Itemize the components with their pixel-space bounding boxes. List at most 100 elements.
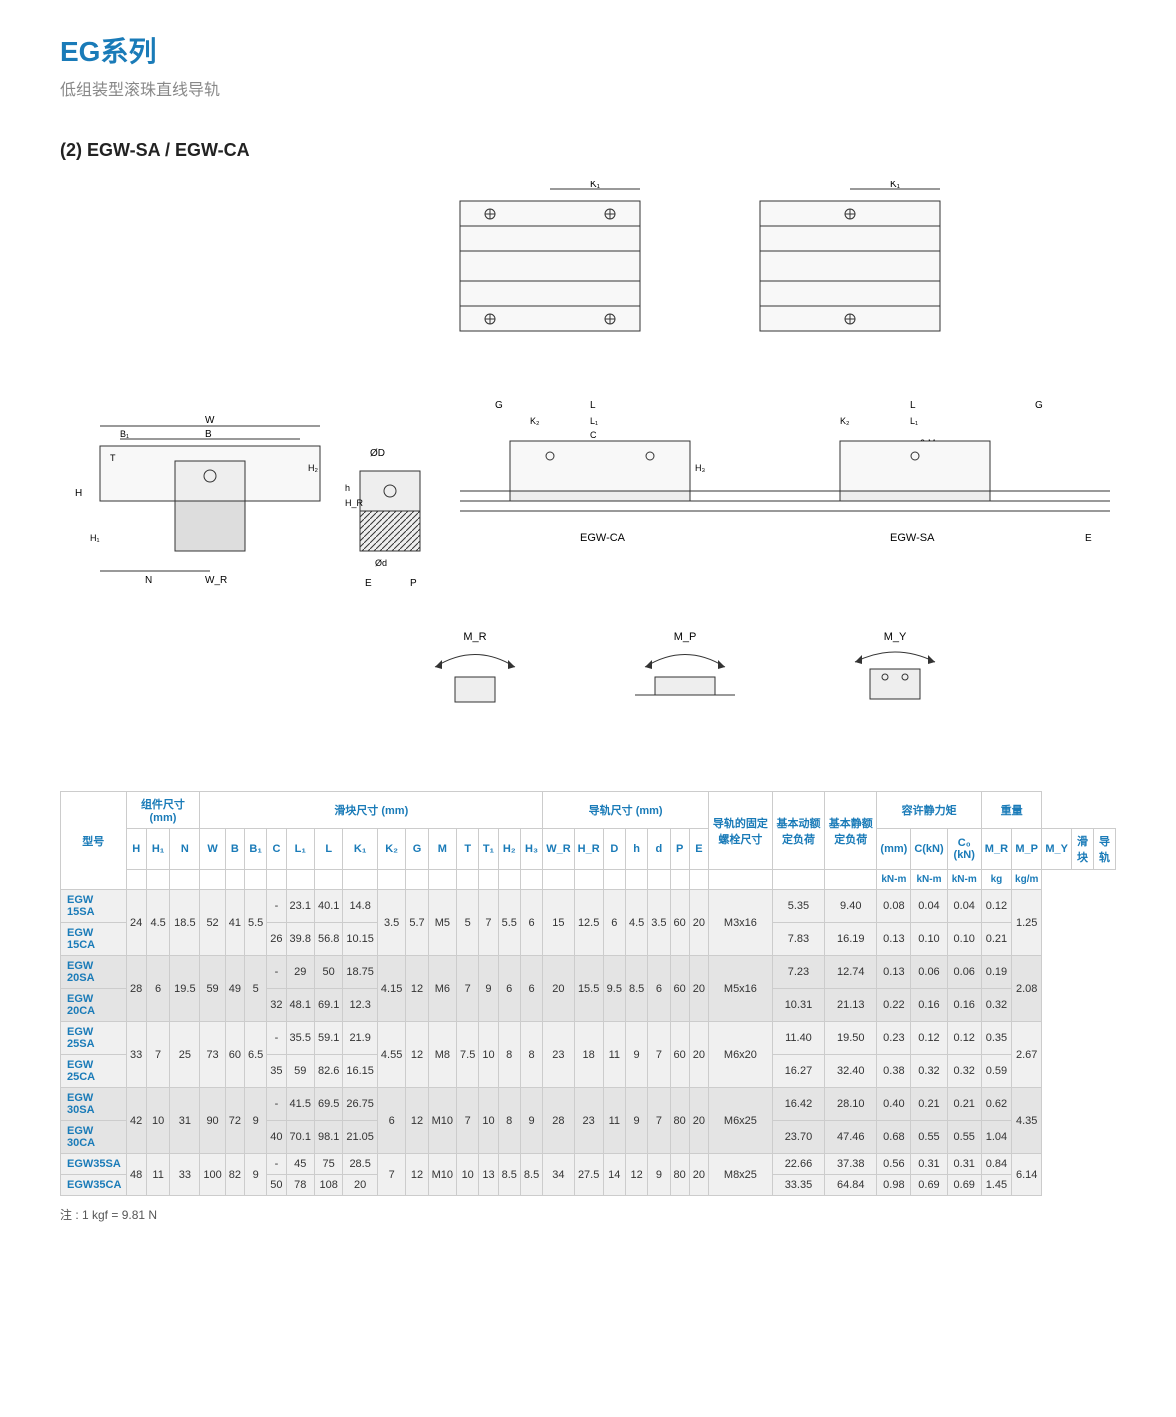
cell-B1: 6.5 xyxy=(245,1022,267,1088)
model-cell: EGW 25SA xyxy=(61,1022,127,1055)
cell-K2: 4.15 xyxy=(377,956,405,1022)
cell-MY: 0.55 xyxy=(947,1121,981,1154)
cell-T1: 10 xyxy=(479,1022,498,1088)
cell-D: 9.5 xyxy=(603,956,625,1022)
cell-WR: 20 xyxy=(543,956,574,1022)
cell-K1: 26.75 xyxy=(343,1088,378,1121)
cell-C0: 32.40 xyxy=(825,1055,877,1088)
cross-section: W B₁ B H T H₂ H₁ N W_R xyxy=(60,411,340,591)
cell-P: 60 xyxy=(670,956,689,1022)
col-13: T xyxy=(457,829,479,870)
cell-C0: 37.38 xyxy=(825,1154,877,1175)
moment-mr-label: M_R xyxy=(420,631,530,643)
col-27: M_R xyxy=(981,829,1011,870)
svg-text:L: L xyxy=(590,400,596,411)
cell-wrail: 4.35 xyxy=(1012,1088,1042,1154)
cell-L1: 48.1 xyxy=(286,989,314,1022)
unit-18 xyxy=(574,870,603,890)
unit-25 xyxy=(772,870,824,890)
unit-16 xyxy=(520,870,542,890)
svg-text:W: W xyxy=(205,415,215,426)
cell-C: - xyxy=(267,956,286,989)
cell-H: 48 xyxy=(126,1154,146,1196)
cell-K2: 7 xyxy=(377,1154,405,1196)
cell-H: 42 xyxy=(126,1088,146,1154)
side-views: G L K₂ L₁ C 4-M H₃ EGW-CA L K₂ L₁ 2-M G … xyxy=(460,396,1110,596)
cell-L1: 35.5 xyxy=(286,1022,314,1055)
svg-text:K₁: K₁ xyxy=(890,181,901,190)
cell-h: 4.5 xyxy=(625,890,647,956)
svg-text:L₁: L₁ xyxy=(590,416,598,426)
unit-2 xyxy=(170,870,200,890)
cell-L: 59.1 xyxy=(314,1022,342,1055)
cell-P: 80 xyxy=(670,1154,689,1196)
cell-HR: 23 xyxy=(574,1088,603,1154)
svg-text:H_R: H_R xyxy=(345,498,364,508)
cell-H: 24 xyxy=(126,890,146,956)
cell-L1: 59 xyxy=(286,1055,314,1088)
svg-text:H: H xyxy=(75,488,82,499)
cell-H2: 8.5 xyxy=(498,1154,520,1196)
cell-L: 98.1 xyxy=(314,1121,342,1154)
moment-mp: M_P xyxy=(630,631,740,710)
cell-K1: 21.9 xyxy=(343,1022,378,1055)
cell-h: 9 xyxy=(625,1022,647,1088)
svg-text:G: G xyxy=(1035,400,1043,411)
col-24: (mm) xyxy=(877,829,911,870)
spec-table: 型号 组件尺寸 (mm) 滑块尺寸 (mm) 导轨尺寸 (mm) 导轨的固定螺栓… xyxy=(60,791,1116,1196)
cell-H1: 10 xyxy=(146,1088,170,1154)
moment-mr: M_R xyxy=(420,631,530,710)
col-30: 滑块 xyxy=(1072,829,1094,870)
cell-K1: 16.15 xyxy=(343,1055,378,1088)
model-cell: EGW 20CA xyxy=(61,989,127,1022)
cell-bolt: M5x16 xyxy=(709,956,773,1022)
cell-C0: 12.74 xyxy=(825,956,877,989)
cell-wblock: 1.45 xyxy=(981,1175,1011,1196)
cell-T1: 9 xyxy=(479,956,498,1022)
cell-wblock: 0.32 xyxy=(981,989,1011,1022)
unit-19 xyxy=(603,870,625,890)
cell-H3: 9 xyxy=(520,1088,542,1154)
model-cell: EGW 20SA xyxy=(61,956,127,989)
cell-WR: 23 xyxy=(543,1022,574,1088)
moment-my: M_Y xyxy=(840,631,950,710)
series-subtitle: 低组装型滚珠直线导轨 xyxy=(60,76,1116,100)
unit-22 xyxy=(670,870,689,890)
col-12: M xyxy=(428,829,456,870)
cell-WR: 34 xyxy=(543,1154,574,1196)
model-cell: EGW 15SA xyxy=(61,890,127,923)
col-29: M_Y xyxy=(1042,829,1072,870)
cell-T: 5 xyxy=(457,890,479,956)
grp-assembly: 组件尺寸 (mm) xyxy=(126,792,200,829)
unit-1 xyxy=(146,870,170,890)
cell-Cdyn: 11.40 xyxy=(772,1022,824,1055)
cell-K1: 14.8 xyxy=(343,890,378,923)
cell-B: 49 xyxy=(225,956,244,1022)
model-cell: EGW 30SA xyxy=(61,1088,127,1121)
top-view-ca: K₁ xyxy=(440,181,660,351)
grp-dyn: 基本动额定负荷 xyxy=(772,792,824,870)
col-14: T₁ xyxy=(479,829,498,870)
unit-9 xyxy=(343,870,378,890)
cell-L: 50 xyxy=(314,956,342,989)
cell-MY: 0.69 xyxy=(947,1175,981,1196)
cell-D: 11 xyxy=(603,1088,625,1154)
cell-M: M6 xyxy=(428,956,456,1022)
cell-G: 5.7 xyxy=(406,890,428,956)
series-title: EG系列 xyxy=(60,30,1116,70)
cell-h: 12 xyxy=(625,1154,647,1196)
cell-E: 20 xyxy=(689,1154,708,1196)
model-cell: EGW 30CA xyxy=(61,1121,127,1154)
cell-M: M10 xyxy=(428,1088,456,1154)
cell-MY: 0.04 xyxy=(947,890,981,923)
col-4: B xyxy=(225,829,244,870)
cell-C: 26 xyxy=(267,923,286,956)
cell-wblock: 0.21 xyxy=(981,923,1011,956)
cell-MP: 0.06 xyxy=(911,956,947,989)
grp-block: 滑块尺寸 (mm) xyxy=(200,792,543,829)
svg-text:K₁: K₁ xyxy=(590,181,601,190)
cell-C0: 21.13 xyxy=(825,989,877,1022)
cell-B1: 5 xyxy=(245,956,267,1022)
unit-15 xyxy=(498,870,520,890)
svg-text:G: G xyxy=(495,400,503,411)
